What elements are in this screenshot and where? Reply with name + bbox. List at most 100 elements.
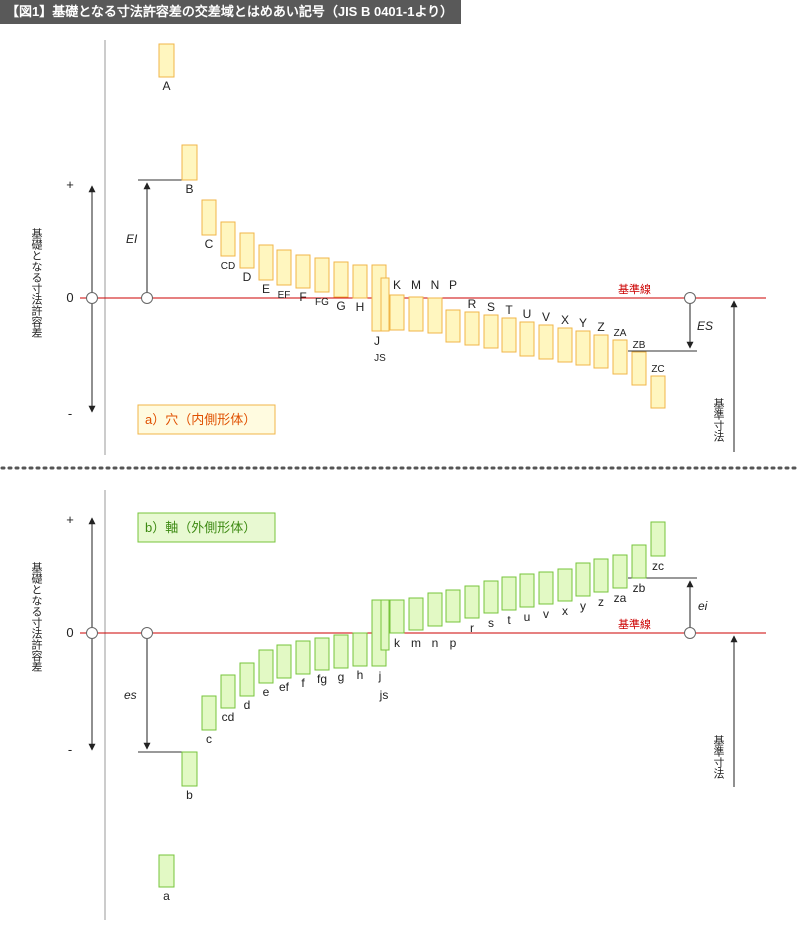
hole-label-p: P — [449, 278, 457, 292]
hole-zone-x — [557, 327, 573, 363]
shaft-zone-z — [593, 558, 609, 593]
hole-label-za: ZA — [614, 328, 627, 339]
reference-line-label-a: 基準線 — [618, 282, 651, 296]
shaft-zone-x — [557, 568, 573, 602]
hole-label-t: T — [505, 303, 513, 317]
shaft-label-f: f — [301, 676, 305, 690]
hole-zone-e — [258, 244, 274, 281]
shaft-zone-zc — [650, 521, 666, 557]
hole-zone-f — [295, 254, 311, 289]
shaft-label-b: b — [186, 788, 193, 802]
hole-label-r: R — [468, 297, 477, 311]
hole-zone-z — [593, 334, 609, 369]
panel-a: + 0 - 基礎となる寸法許容差 EI ES 基準寸法 基準線 a）穴（内側形体… — [30, 40, 766, 455]
hole-label-u: U — [523, 307, 532, 321]
hole-zone-g — [333, 261, 349, 298]
shaft-legend-text: b）軸（外側形体） — [145, 520, 256, 535]
hole-label-js: JS — [374, 353, 386, 364]
hole-zone-c — [201, 199, 217, 236]
shaft-zone-js — [380, 599, 390, 651]
shaft-label-zc: zc — [652, 559, 664, 573]
ei-lower-origin-circle — [684, 627, 696, 639]
hole-label-cd: CD — [221, 261, 235, 272]
shaft-zone-b — [181, 751, 198, 787]
reference-line-label-b: 基準線 — [618, 617, 651, 631]
shaft-label-j: j — [378, 669, 382, 683]
axis-zero-b: 0 — [66, 625, 73, 640]
hole-label-s: S — [487, 300, 495, 314]
hole-zone-a — [158, 43, 175, 78]
hole-label-zc: ZC — [651, 364, 664, 375]
shaft-label-s: s — [488, 616, 494, 630]
shaft-zone-c — [201, 695, 217, 731]
shaft-zone-f — [295, 640, 311, 675]
shaft-label-p: p — [450, 636, 457, 650]
shaft-zone-d — [239, 662, 255, 697]
es-label: ES — [697, 319, 713, 333]
hole-zone-t — [501, 317, 517, 353]
shaft-zone-za — [612, 554, 628, 589]
shaft-label-u: u — [524, 610, 531, 624]
shaft-zone-m — [408, 597, 424, 631]
axis-plus-a: + — [66, 177, 74, 192]
es-lower-label: es — [124, 688, 137, 702]
hole-zone-r — [464, 311, 480, 346]
shaft-zone-k — [389, 599, 405, 634]
basic-size-label-a: 基準寸法 — [712, 398, 725, 442]
shaft-label-fg: fg — [317, 672, 327, 686]
hole-label-e: E — [262, 282, 270, 296]
hole-label-ef: EF — [278, 290, 291, 301]
hole-label-k: K — [393, 278, 401, 292]
hole-zone-zb — [631, 351, 647, 386]
shaft-label-c: c — [206, 732, 212, 746]
hole-label-n: N — [431, 278, 440, 292]
shaft-label-x: x — [562, 604, 568, 618]
shaft-label-z: z — [598, 595, 604, 609]
ei-origin-circle — [141, 292, 153, 304]
shaft-zone-v — [538, 571, 554, 605]
hole-zone-za — [612, 339, 628, 375]
hole-zone-js — [380, 277, 390, 332]
shaft-zone-n — [427, 592, 443, 627]
shaft-label-t: t — [507, 613, 511, 627]
shaft-label-n: n — [432, 636, 439, 650]
basic-size-label-b: 基準寸法 — [712, 735, 725, 779]
shaft-label-a: a — [163, 889, 170, 903]
hole-zone-b — [181, 144, 198, 181]
shaft-zone-g — [333, 634, 349, 669]
hole-label-c: C — [205, 237, 214, 251]
hole-label-h: H — [356, 300, 365, 314]
ei-label: EI — [126, 232, 138, 246]
shaft-label-g: g — [338, 670, 345, 684]
hole-label-fg: FG — [315, 297, 329, 308]
shaft-label-k: k — [394, 636, 401, 650]
axis-zero-a: 0 — [66, 290, 73, 305]
shaft-zone-h — [352, 632, 368, 667]
shaft-zone-t — [501, 576, 517, 611]
shaft-label-d: d — [244, 698, 251, 712]
figure-title: 【図1】基礎となる寸法許容差の交差域とはめあい記号（JIS B 0401-1より… — [0, 0, 462, 24]
hole-label-y: Y — [579, 316, 587, 330]
panel-b: + 0 - 基礎となる寸法許容差 es ei 基準寸法 基準線 b）軸（外側形体… — [30, 490, 766, 920]
axis-minus-a: - — [68, 406, 72, 421]
axis-label-a: 基礎となる寸法許容差 — [30, 228, 43, 338]
hole-legend-text: a）穴（内側形体） — [145, 412, 256, 427]
shaft-label-r: r — [470, 621, 474, 635]
shaft-zone-u — [519, 573, 535, 608]
shaft-label-za: za — [614, 591, 627, 605]
shaft-zone-p — [445, 589, 461, 623]
es-origin-circle — [684, 292, 696, 304]
hole-zone-k — [389, 294, 405, 331]
hole-label-d: D — [243, 270, 252, 284]
axis-label-b: 基礎となる寸法許容差 — [30, 562, 43, 672]
shaft-label-y: y — [580, 599, 586, 613]
hole-zone-d — [239, 232, 255, 269]
shaft-zone-fg — [314, 637, 330, 671]
shaft-zone-y — [575, 562, 591, 597]
shaft-legend-box — [137, 512, 276, 543]
shaft-label-zb: zb — [633, 581, 646, 595]
hole-legend-box — [137, 404, 276, 435]
axis-origin-circle-b — [86, 627, 98, 639]
